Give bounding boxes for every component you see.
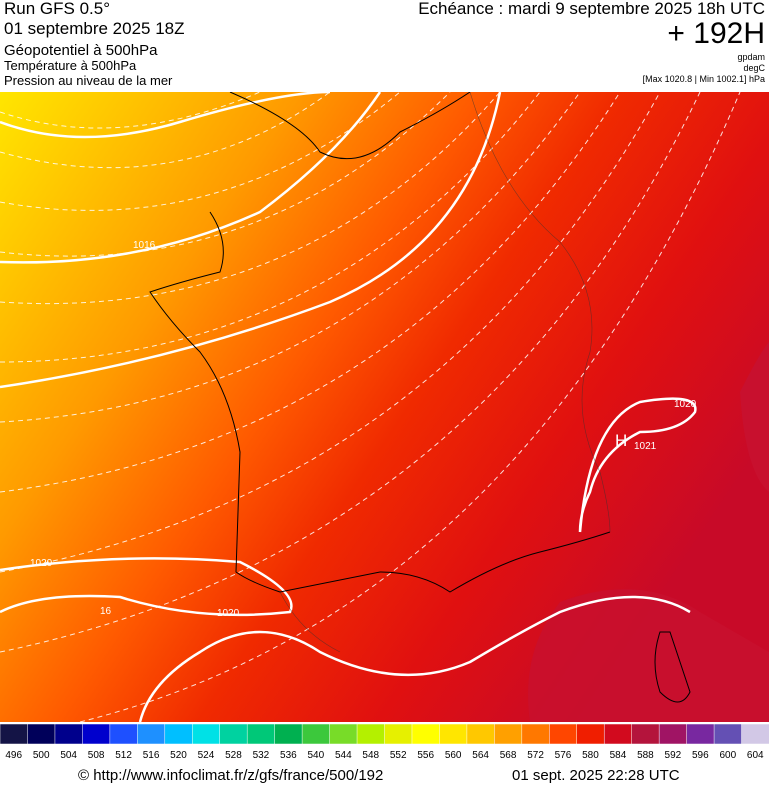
colorbar-swatch [246,724,276,745]
colorbar-label: 588 [637,750,654,761]
colorbar-swatch [521,724,551,745]
colorbar-label: 508 [88,750,105,761]
colorbar-label: 600 [719,750,736,761]
colorbar-swatch [301,724,331,745]
colorbar-label: 524 [198,750,215,761]
colorbar-swatch [713,724,743,745]
field-label: Géopotentiel à 500hPa [4,42,158,59]
footer-date: 01 sept. 2025 22:28 UTC [512,767,680,784]
colorbar-label: 576 [555,750,572,761]
colorbar-swatch [576,724,605,745]
colorbar-swatch [137,724,166,745]
run-date: 01 septembre 2025 18Z [4,19,185,38]
colorbar-label: 544 [335,750,352,761]
colorbar-swatch [686,724,715,745]
unit: gpdam [737,52,765,62]
colorbar-label: 596 [692,750,709,761]
colorbar-label: 500 [33,750,50,761]
colorbar-label: 556 [417,750,434,761]
isobar-label: 1020 [30,558,53,569]
colorbar-swatch [494,724,523,745]
colorbar-label: 592 [665,750,682,761]
lead-time: + 192H [667,17,765,50]
colorbar-swatch [0,724,29,745]
colorbar-swatch [164,724,194,745]
colorbar-label: 532 [253,750,270,761]
colorbar-swatch [274,724,303,745]
colorbar-swatch [439,724,468,745]
colorbar-swatch [27,724,56,745]
colorbar-label: 580 [582,750,599,761]
colorbar-swatch [356,724,386,745]
colorbar-label: 552 [390,750,407,761]
isobar-label: 1020 [217,608,240,619]
colorbar-label: 536 [280,750,297,761]
isobar-label: 1021 [634,441,657,452]
run-label: Run GFS 0.5° [4,0,111,18]
colorbar-label: 568 [500,750,517,761]
source-url: © http://www.infoclimat.fr/z/gfs/france/… [78,767,384,784]
colorbar-label: 520 [170,750,187,761]
cold-zone [528,589,769,722]
colorbar-swatch [411,724,441,745]
unit: degC [743,63,765,73]
colorbar-swatch [658,724,688,745]
height-contours [0,92,741,722]
colorbar-label: 564 [472,750,489,761]
high-pressure: H [615,431,627,450]
map: 1016 1020 1020 1020 H 1021 16 [0,92,769,722]
echeance: Echéance : mardi 9 septembre 2025 18h UT… [418,0,765,18]
colorbar-swatch [219,724,248,745]
colorbar-label: 496 [5,750,22,761]
colorbar-label: 504 [60,750,77,761]
coastline [149,92,691,703]
field-label: Température à 500hPa [4,58,137,73]
colorbar-swatch [109,724,139,745]
colorbar-label: 516 [143,750,160,761]
cold-zone [740,342,769,492]
colorbar-swatch [549,724,578,745]
colorbar-swatch [603,724,633,745]
colorbar-swatch [631,724,660,745]
isobar-label: 1016 [133,240,156,251]
colorbar-label: 540 [307,750,324,761]
unit: [Max 1020.8 | Min 1002.1] hPa [642,74,765,84]
colorbar-swatch [82,724,111,745]
colorbar-label: 548 [362,750,379,761]
colorbar-label: 528 [225,750,242,761]
field-label: Pression au niveau de la mer [4,73,173,88]
colorbar-swatch [384,724,413,745]
colorbar-label: 560 [445,750,462,761]
colorbar-swatch [466,724,496,745]
colorbar-swatch [741,724,769,745]
pressure-isobars [0,92,697,722]
colorbar-label: 604 [747,750,764,761]
isobar-label: 1020 [674,399,697,410]
borders [279,92,611,653]
colorbar-label: 584 [610,750,627,761]
map-labels: 1016 1020 1020 1020 H 1021 16 [30,240,697,619]
colorbar: 496 500 504 508 512 516 520 524 528 532 536 540 544 5… [0,724,769,761]
contour-label: 16 [100,606,112,617]
colorbar-label: 572 [527,750,544,761]
colorbar-swatch [329,724,358,745]
colorbar-swatch [192,724,221,745]
colorbar-swatch [54,724,84,745]
colorbar-label: 512 [115,750,132,761]
